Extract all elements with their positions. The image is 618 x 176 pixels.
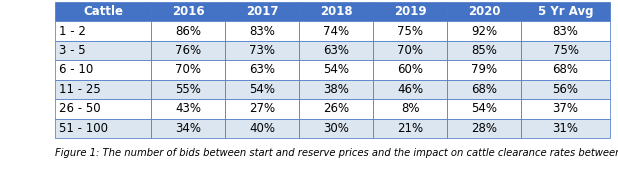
Bar xyxy=(55,2,151,21)
Text: 26%: 26% xyxy=(323,102,349,115)
Text: 75%: 75% xyxy=(397,25,423,38)
Text: 8%: 8% xyxy=(401,102,420,115)
Bar xyxy=(55,99,151,119)
Text: 63%: 63% xyxy=(323,44,349,57)
Bar xyxy=(299,2,373,21)
Bar xyxy=(521,21,610,41)
Text: 28%: 28% xyxy=(471,122,497,135)
Bar xyxy=(151,21,225,41)
Bar xyxy=(373,2,447,21)
Text: 68%: 68% xyxy=(471,83,497,96)
Bar xyxy=(225,119,299,138)
Text: 54%: 54% xyxy=(471,102,497,115)
Bar xyxy=(447,80,521,99)
Text: 34%: 34% xyxy=(175,122,201,135)
Bar xyxy=(373,119,447,138)
Text: 56%: 56% xyxy=(552,83,578,96)
Text: 70%: 70% xyxy=(397,44,423,57)
Text: 86%: 86% xyxy=(175,25,201,38)
Bar xyxy=(55,21,151,41)
Text: 30%: 30% xyxy=(323,122,349,135)
Text: 73%: 73% xyxy=(249,44,275,57)
Bar xyxy=(225,41,299,60)
Bar xyxy=(299,80,373,99)
Text: Figure 1: The number of bids between start and reserve prices and the impact on : Figure 1: The number of bids between sta… xyxy=(55,148,618,158)
Bar xyxy=(225,99,299,119)
Text: 37%: 37% xyxy=(552,102,578,115)
Bar xyxy=(225,2,299,21)
Text: 85%: 85% xyxy=(472,44,497,57)
Bar xyxy=(521,119,610,138)
Text: 54%: 54% xyxy=(249,83,275,96)
Bar xyxy=(151,41,225,60)
Text: 75%: 75% xyxy=(552,44,578,57)
Text: 2019: 2019 xyxy=(394,5,426,18)
Bar xyxy=(299,99,373,119)
Bar xyxy=(521,2,610,21)
Bar xyxy=(299,41,373,60)
Text: 51 - 100: 51 - 100 xyxy=(59,122,108,135)
Bar xyxy=(373,41,447,60)
Bar xyxy=(225,60,299,80)
Text: 55%: 55% xyxy=(176,83,201,96)
Bar xyxy=(151,119,225,138)
Bar xyxy=(447,60,521,80)
Text: 2017: 2017 xyxy=(246,5,279,18)
Text: 54%: 54% xyxy=(323,64,349,77)
Bar xyxy=(373,60,447,80)
Bar xyxy=(373,99,447,119)
Text: 74%: 74% xyxy=(323,25,349,38)
Text: 68%: 68% xyxy=(552,64,578,77)
Text: 79%: 79% xyxy=(471,64,497,77)
Bar xyxy=(151,80,225,99)
Text: 83%: 83% xyxy=(552,25,578,38)
Bar xyxy=(373,21,447,41)
Text: 46%: 46% xyxy=(397,83,423,96)
Bar xyxy=(521,60,610,80)
Text: 21%: 21% xyxy=(397,122,423,135)
Text: 5 Yr Avg: 5 Yr Avg xyxy=(538,5,593,18)
Text: 27%: 27% xyxy=(249,102,275,115)
Bar xyxy=(225,80,299,99)
Bar xyxy=(151,2,225,21)
Bar xyxy=(151,60,225,80)
Text: 3 - 5: 3 - 5 xyxy=(59,44,86,57)
Bar xyxy=(447,99,521,119)
Bar xyxy=(447,119,521,138)
Text: 31%: 31% xyxy=(552,122,578,135)
Bar xyxy=(521,99,610,119)
Text: 38%: 38% xyxy=(323,83,349,96)
Text: 43%: 43% xyxy=(175,102,201,115)
Bar xyxy=(55,60,151,80)
Text: 2020: 2020 xyxy=(468,5,501,18)
Bar xyxy=(299,21,373,41)
Text: 6 - 10: 6 - 10 xyxy=(59,64,93,77)
Text: 26 - 50: 26 - 50 xyxy=(59,102,101,115)
Text: 83%: 83% xyxy=(249,25,275,38)
Text: 76%: 76% xyxy=(175,44,201,57)
Text: 2016: 2016 xyxy=(172,5,205,18)
Bar xyxy=(447,2,521,21)
Text: 60%: 60% xyxy=(397,64,423,77)
Text: 40%: 40% xyxy=(249,122,275,135)
Bar xyxy=(447,41,521,60)
Bar xyxy=(447,21,521,41)
Bar xyxy=(55,119,151,138)
Text: 70%: 70% xyxy=(175,64,201,77)
Text: 1 - 2: 1 - 2 xyxy=(59,25,86,38)
Bar xyxy=(299,119,373,138)
Text: 63%: 63% xyxy=(249,64,275,77)
Text: 2018: 2018 xyxy=(320,5,352,18)
Text: Cattle: Cattle xyxy=(83,5,123,18)
Bar xyxy=(225,21,299,41)
Bar xyxy=(55,41,151,60)
Bar xyxy=(151,99,225,119)
Bar xyxy=(521,41,610,60)
Text: 11 - 25: 11 - 25 xyxy=(59,83,101,96)
Bar xyxy=(373,80,447,99)
Text: 92%: 92% xyxy=(471,25,497,38)
Bar xyxy=(55,80,151,99)
Bar xyxy=(299,60,373,80)
Bar xyxy=(521,80,610,99)
